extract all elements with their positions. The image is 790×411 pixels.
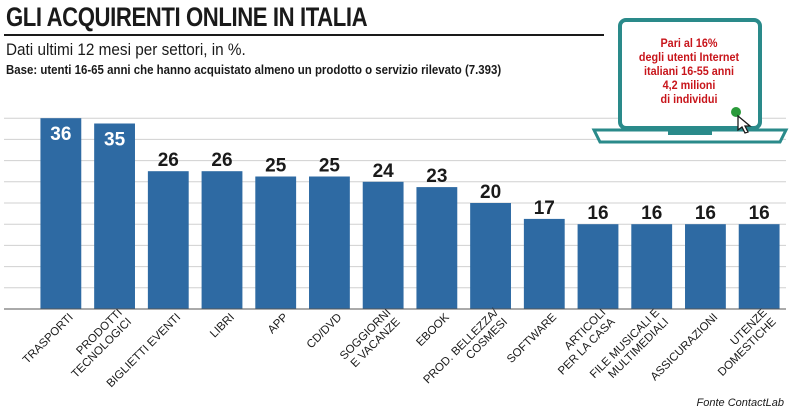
tick-label-line: TRASPORTI — [21, 311, 76, 366]
chart-base-note: Base: utenti 16-65 anni che hanno acquis… — [6, 62, 502, 77]
data-label: 20 — [480, 182, 501, 203]
bar — [362, 181, 404, 309]
data-label: 16 — [641, 203, 662, 224]
data-label: 24 — [373, 161, 395, 182]
data-label: 35 — [104, 130, 126, 151]
tick-label-line: LIBRI — [208, 311, 237, 340]
data-label: 16 — [695, 203, 716, 224]
tick-label-line: PROD. BELLEZZA/ — [421, 306, 501, 386]
callout-line: 4,2 milioni — [662, 78, 716, 92]
data-label: 17 — [534, 198, 555, 219]
source-note: Fonte ContactLab — [696, 397, 784, 409]
title-rule — [4, 34, 604, 36]
callout-line: Pari al 16% — [660, 36, 718, 50]
callout-line: di individui — [660, 92, 718, 106]
callout-line: degli utenti Internet — [638, 50, 740, 64]
bar — [309, 176, 350, 309]
chart-subtitle: Dati ultimi 12 mesi per settori, in %. — [6, 40, 246, 59]
bar — [470, 203, 511, 309]
tick-label: CD/DVD — [305, 311, 345, 351]
data-label: 25 — [319, 156, 341, 177]
bar — [416, 187, 458, 309]
tick-label-line: APP — [266, 311, 291, 336]
bar — [523, 218, 565, 309]
bar — [255, 176, 297, 309]
bar — [201, 171, 243, 309]
laptop-icon — [591, 18, 789, 144]
bar — [738, 224, 780, 309]
tick-label-line: SOFTWARE — [505, 311, 559, 365]
data-label: 16 — [587, 203, 608, 224]
callout-note: Pari al 16% degli utenti Internet italia… — [625, 36, 753, 106]
data-label: 26 — [211, 150, 232, 171]
tick-label: TRASPORTI — [21, 311, 76, 366]
tick-label: APP — [266, 311, 291, 336]
data-label: 36 — [50, 124, 71, 145]
data-label: 25 — [265, 156, 287, 177]
data-label: 23 — [426, 166, 447, 187]
bar — [631, 224, 673, 309]
tick-label-line: EBOOK — [414, 311, 452, 349]
tick-label: EBOOK — [414, 311, 452, 349]
bar — [147, 171, 189, 309]
tick-label: SOFTWARE — [505, 311, 559, 365]
bar — [577, 224, 619, 309]
tick-label: LIBRI — [208, 311, 237, 340]
data-label: 26 — [158, 150, 179, 171]
chart-title: GLI ACQUIRENTI ONLINE IN ITALIA — [6, 2, 368, 32]
callout-line: italiani 16-55 anni — [643, 64, 735, 78]
tick-label-line: CD/DVD — [305, 311, 345, 351]
bar — [94, 123, 135, 309]
bar — [40, 118, 82, 309]
bar — [685, 224, 726, 309]
data-label: 16 — [749, 203, 770, 224]
